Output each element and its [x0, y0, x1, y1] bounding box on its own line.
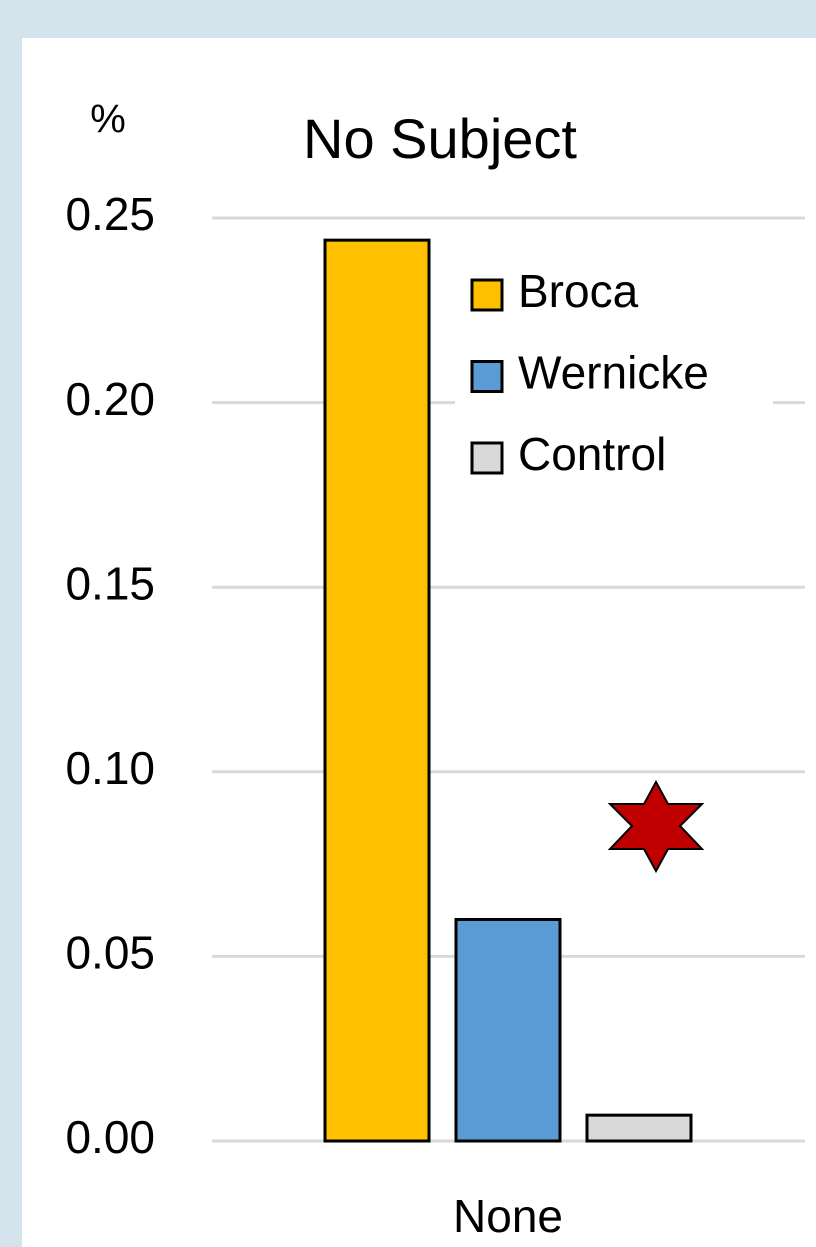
y-axis-label: % — [90, 98, 126, 142]
marks — [323, 238, 693, 1143]
legend: Broca Wernicke Control — [455, 260, 773, 492]
chart-title: No Subject — [303, 107, 577, 170]
y-tick-label: 0.20 — [65, 373, 155, 425]
bar — [585, 1113, 693, 1143]
legend-swatch — [470, 360, 504, 393]
y-tick-label: 0.10 — [65, 742, 155, 794]
legend-label: Broca — [518, 265, 639, 317]
y-tick-label: 0.15 — [65, 557, 155, 609]
y-tick-label: 0.00 — [65, 1111, 155, 1163]
legend-swatch — [470, 441, 504, 475]
legend-label: Control — [518, 428, 666, 480]
legend-label: Wernicke — [518, 347, 709, 399]
bar — [323, 238, 431, 1143]
y-tick-label: 0.25 — [65, 188, 155, 240]
bar — [454, 917, 562, 1143]
x-tick-label: None — [453, 1190, 563, 1242]
legend-background — [455, 260, 773, 492]
significance-star — [607, 779, 705, 874]
legend-swatch — [470, 278, 504, 312]
y-tick-label: 0.05 — [65, 927, 155, 979]
